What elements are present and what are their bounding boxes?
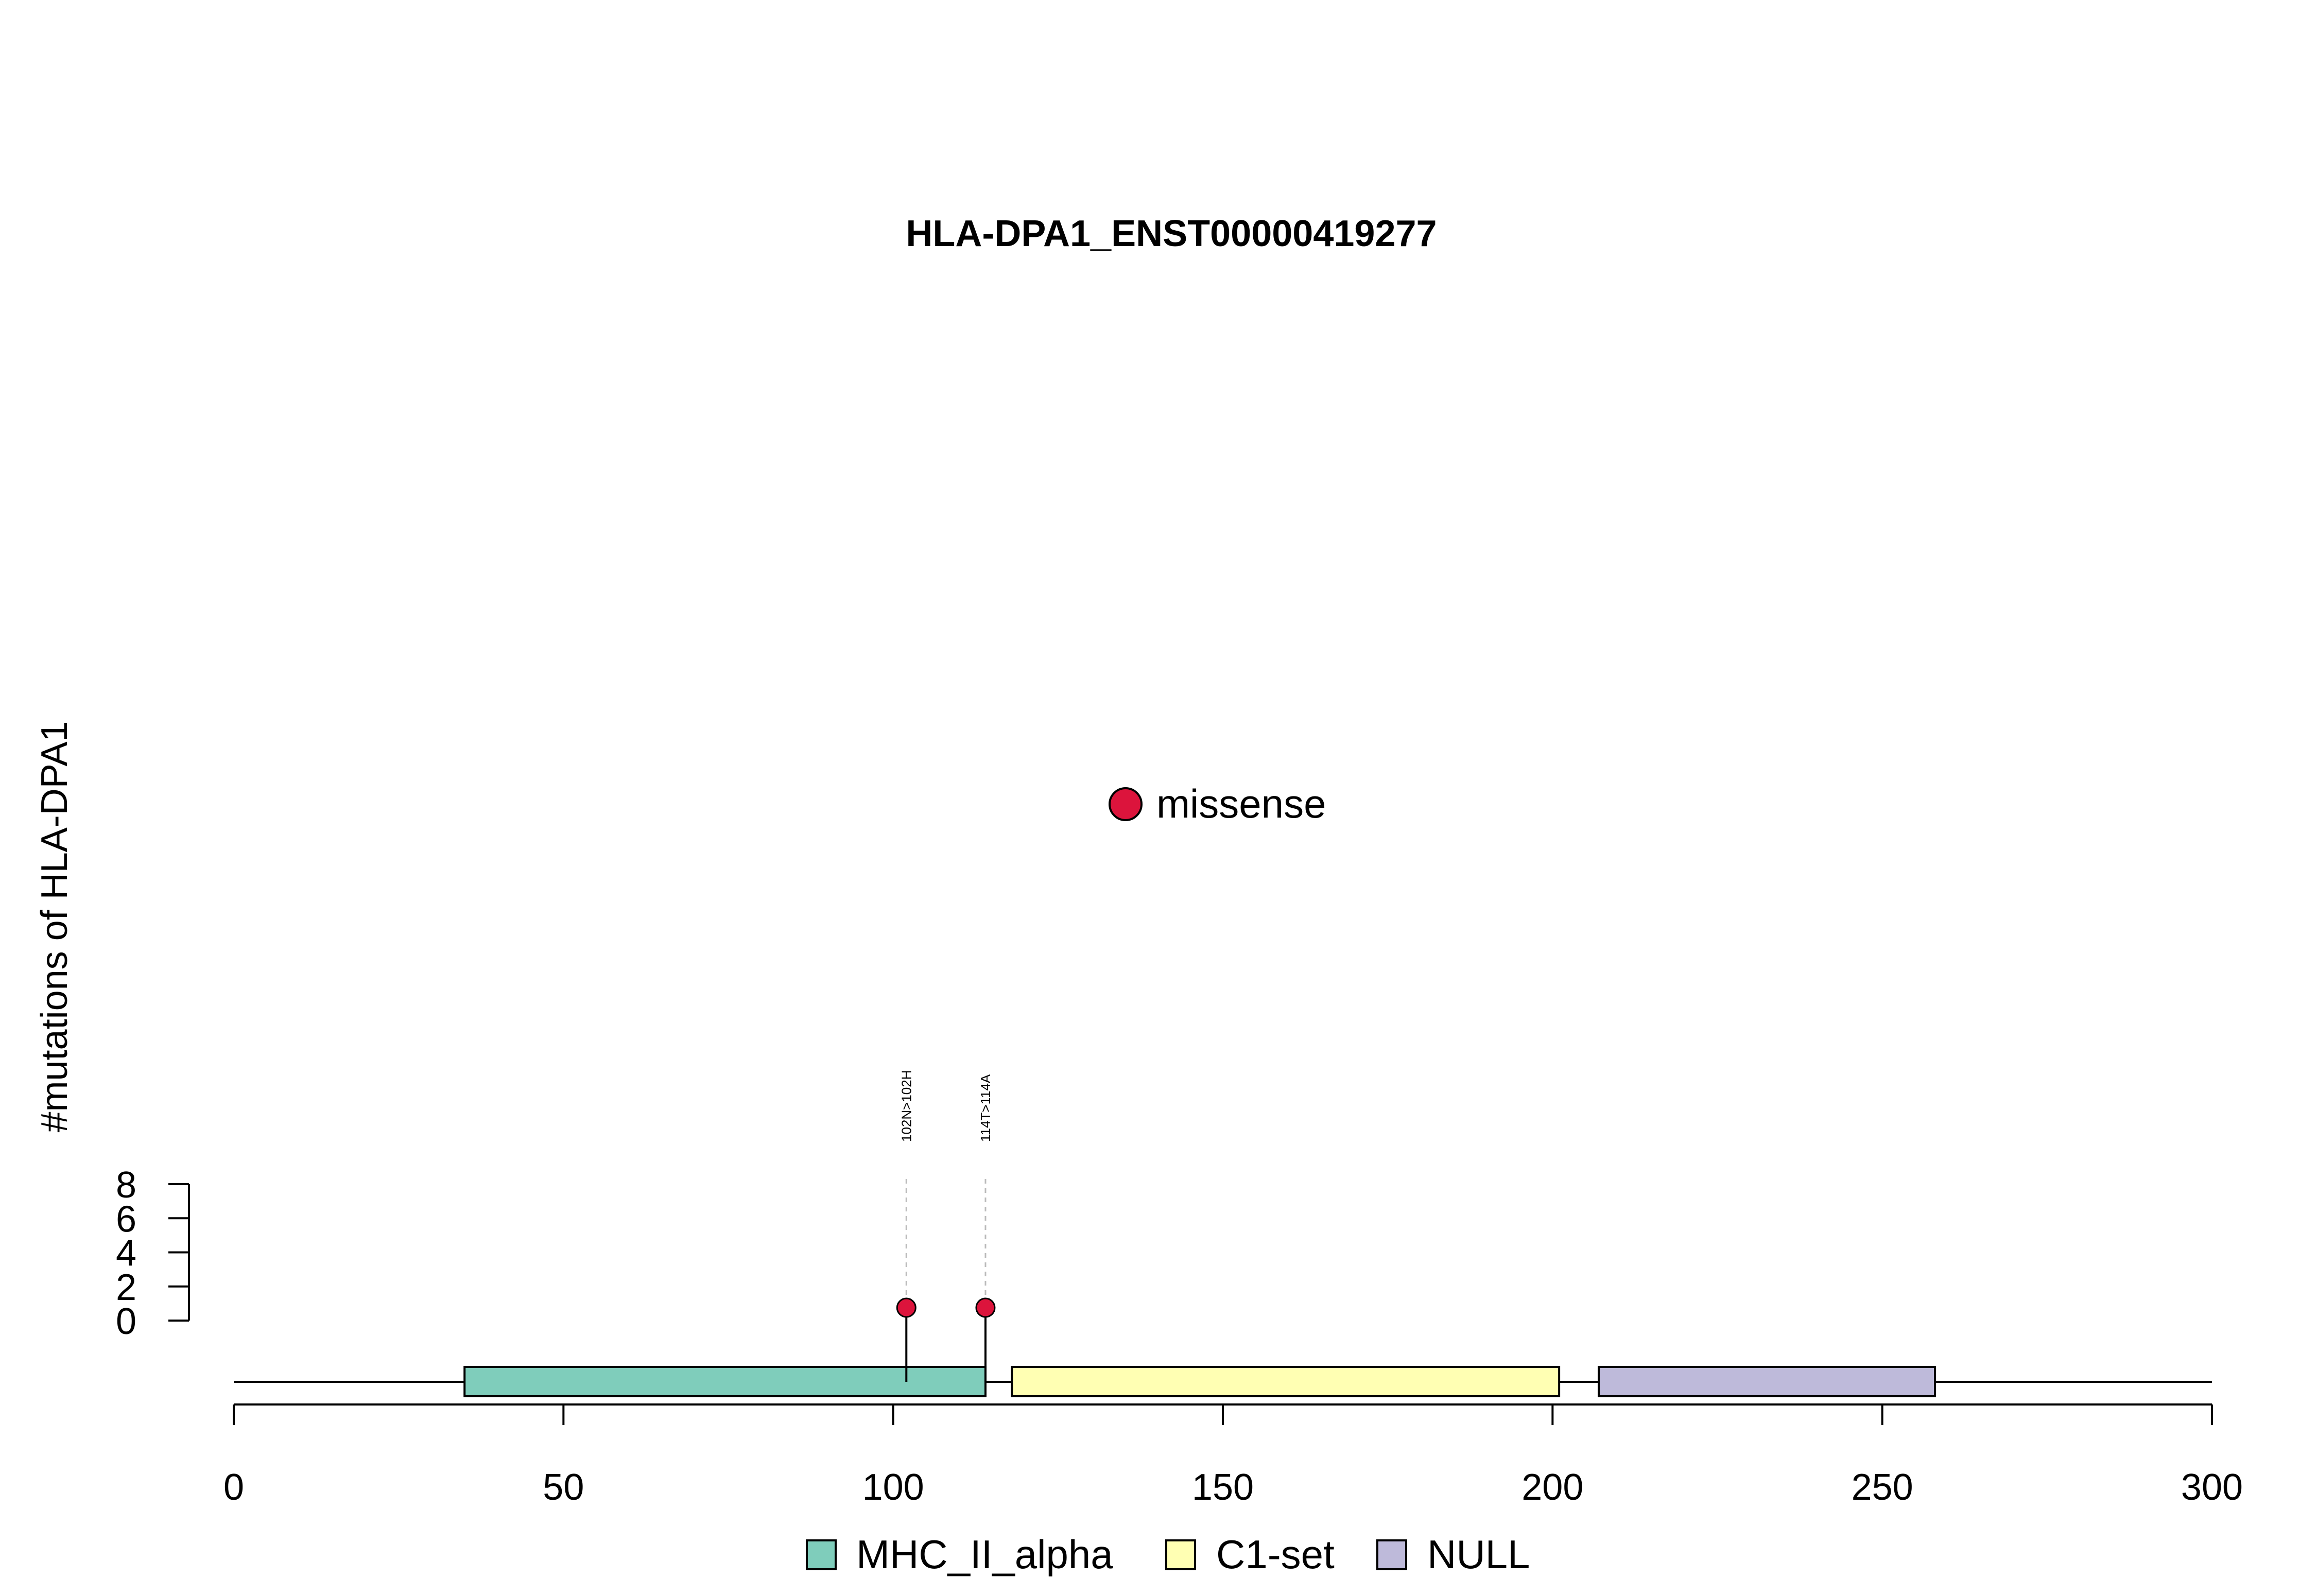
x-tick-label: 200 bbox=[1521, 1467, 1583, 1508]
y-tick-label: 0 bbox=[116, 1301, 136, 1342]
y-tick-label: 6 bbox=[116, 1199, 136, 1240]
x-tick-label: 300 bbox=[2181, 1467, 2243, 1508]
x-tick-label: 150 bbox=[1192, 1467, 1254, 1508]
mutation-label: 114T>114A bbox=[978, 1074, 993, 1142]
legend-domain-label: MHC_II_alpha bbox=[856, 1532, 1113, 1577]
mutation-label: 102N>102H bbox=[898, 1070, 914, 1142]
mutation-point bbox=[896, 1297, 917, 1318]
domain-c1-set bbox=[1011, 1366, 1561, 1397]
mutation-point bbox=[975, 1297, 996, 1318]
legend-domain-swatch bbox=[1165, 1539, 1196, 1570]
x-tick-label: 250 bbox=[1852, 1467, 1913, 1508]
x-tick-label: 100 bbox=[862, 1467, 924, 1508]
legend-missense-marker bbox=[1109, 787, 1143, 821]
legend-domain-label: C1-set bbox=[1216, 1532, 1335, 1577]
legend-domain-swatch bbox=[1376, 1539, 1407, 1570]
x-tick-label: 0 bbox=[223, 1467, 244, 1508]
y-axis-title: #mutations of HLA-DPA1 bbox=[34, 721, 75, 1132]
y-tick-label: 8 bbox=[116, 1165, 136, 1206]
y-tick-label: 4 bbox=[116, 1233, 136, 1274]
legend-missense-label: missense bbox=[1156, 781, 1326, 826]
x-tick-label: 50 bbox=[543, 1467, 584, 1508]
legend-domain-label: NULL bbox=[1427, 1532, 1530, 1577]
y-tick-label: 2 bbox=[116, 1267, 136, 1308]
legend-domain-swatch bbox=[806, 1539, 837, 1570]
y-axis-title-group: #mutations of HLA-DPA1 bbox=[34, 721, 75, 1132]
domain-null bbox=[1597, 1366, 1936, 1397]
chart-title: HLA-DPA1_ENST00000419277 bbox=[906, 213, 1437, 254]
